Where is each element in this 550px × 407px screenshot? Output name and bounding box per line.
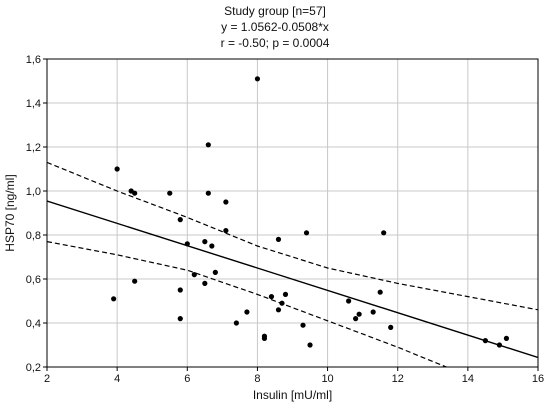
data-point (212, 269, 218, 275)
regression-line (47, 200, 538, 359)
y-tick-label: 1,2 (26, 142, 41, 154)
data-point (370, 309, 376, 315)
x-tick-label: 16 (532, 373, 544, 385)
y-tick-label: 1,6 (26, 54, 41, 66)
data-point (353, 316, 359, 322)
data-point (114, 166, 120, 172)
upper-confidence-line (47, 161, 538, 311)
data-point (496, 342, 503, 348)
data-point (205, 142, 211, 148)
data-point (132, 190, 138, 196)
data-point (388, 324, 394, 330)
lower-confidence-line (47, 241, 448, 367)
plot-frame (46, 58, 539, 368)
data-point (261, 335, 268, 341)
y-tick-label: 0,2 (26, 362, 41, 374)
correlation-stats: r = -0.50; p = 0.0004 (220, 36, 330, 50)
data-point (202, 280, 208, 286)
y-tick-label: 1,0 (26, 186, 41, 198)
data-point (300, 322, 306, 328)
regression-equation: y = 1.0562-0.0508*x (221, 20, 329, 34)
data-point (356, 311, 362, 317)
data-point (244, 309, 250, 315)
data-point (503, 335, 510, 341)
data-point (275, 236, 282, 242)
data-point (191, 272, 197, 278)
data-point (233, 320, 239, 326)
data-point (111, 296, 117, 302)
data-point (381, 230, 387, 236)
data-point (377, 289, 383, 295)
x-tick-label: 6 (184, 373, 190, 385)
data-point (177, 217, 183, 223)
data-point (223, 228, 229, 234)
data-point (307, 342, 313, 348)
data-point (202, 239, 208, 245)
data-point (167, 190, 173, 196)
data-point (132, 278, 138, 284)
data-point (346, 298, 352, 304)
data-point (254, 76, 261, 82)
x-tick-label: 4 (114, 373, 120, 385)
y-tick-label: 0,6 (26, 274, 41, 286)
x-tick-label: 8 (254, 373, 260, 385)
y-axis-label: HSP70 [ng/ml] (3, 174, 17, 251)
data-point (184, 241, 190, 247)
chart-title: Study group [n=57] (224, 4, 326, 18)
x-tick-label: 2 (44, 373, 50, 385)
x-tick-label: 14 (462, 373, 474, 385)
data-point (223, 199, 229, 205)
x-tick-label: 12 (392, 373, 404, 385)
y-tick-label: 0,8 (26, 230, 41, 242)
data-point (482, 338, 488, 344)
data-point (275, 307, 282, 313)
data-point (282, 291, 289, 297)
data-point (279, 300, 285, 306)
data-point (177, 316, 183, 322)
data-point (205, 190, 211, 196)
y-tick-label: 0,4 (26, 318, 41, 330)
y-tick-label: 1,4 (26, 98, 41, 110)
x-tick-label: 10 (321, 373, 333, 385)
data-point (268, 294, 275, 300)
data-point (209, 243, 215, 249)
data-point (177, 287, 183, 293)
x-axis-label: Insulin [mU/ml] (253, 388, 332, 402)
data-point (303, 230, 310, 236)
